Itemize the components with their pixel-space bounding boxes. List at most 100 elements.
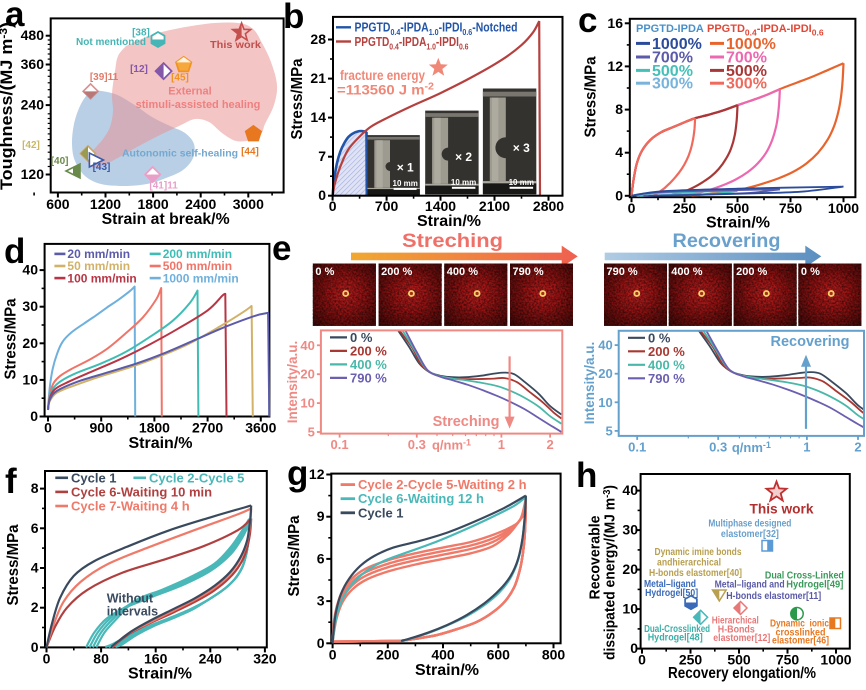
svg-text:400 %: 400 % [671, 266, 702, 278]
svg-text:× 3: × 3 [513, 141, 530, 155]
svg-text:20: 20 [598, 366, 612, 381]
svg-text:PPGTD0.4-IPDA-IPDI0.6: PPGTD0.4-IPDA-IPDI0.6 [707, 23, 824, 38]
svg-text:0.3: 0.3 [408, 437, 426, 452]
svg-text:200 %: 200 % [350, 343, 387, 358]
svg-text:20: 20 [622, 561, 638, 577]
svg-text:2700: 2700 [192, 420, 223, 436]
svg-text:Cycle 1: Cycle 1 [358, 505, 404, 520]
svg-text:3: 3 [317, 593, 325, 609]
svg-text:Metal–ligand: Metal–ligand [644, 579, 696, 590]
svg-text:400 %: 400 % [648, 357, 685, 372]
svg-text:0.1: 0.1 [628, 439, 646, 454]
svg-text:0.3: 0.3 [709, 439, 727, 454]
svg-text:16: 16 [607, 15, 623, 31]
svg-text:790 %: 790 % [648, 371, 685, 386]
svg-text:40: 40 [22, 262, 38, 278]
svg-text:600: 600 [46, 196, 70, 212]
svg-text:200 %: 200 % [648, 344, 685, 359]
svg-text:[41]11: [41]11 [149, 181, 178, 192]
svg-text:21: 21 [310, 70, 326, 86]
svg-text:0: 0 [44, 420, 52, 436]
svg-text:Dual-Crosslinked: Dual-Crosslinked [644, 624, 710, 635]
svg-text:0: 0 [43, 651, 51, 667]
svg-text:1000%: 1000% [652, 36, 702, 53]
svg-text:Strain/%: Strain/% [415, 662, 479, 679]
svg-text:10: 10 [598, 395, 612, 410]
svg-text:Autonomic self-healing: Autonomic self-healing [122, 148, 238, 160]
svg-text:Streching: Streching [433, 414, 500, 430]
svg-text:1200: 1200 [90, 196, 121, 212]
svg-text:10: 10 [22, 371, 38, 387]
svg-text:10 mm: 10 mm [451, 178, 476, 187]
svg-text:Strain at break/%: Strain at break/% [102, 211, 230, 228]
svg-text:750: 750 [776, 652, 800, 668]
svg-text:1400: 1400 [425, 198, 456, 214]
svg-text:Toughness/(MJ m-3): Toughness/(MJ m-3) [0, 22, 16, 190]
svg-text:Recovering: Recovering [673, 231, 781, 252]
svg-text:20: 20 [22, 335, 38, 351]
svg-text:300%: 300% [652, 76, 693, 93]
svg-text:andhierarchical: andhierarchical [657, 558, 721, 569]
svg-text:160: 160 [144, 651, 168, 667]
svg-text:Hydrogel[49]: Hydrogel[49] [786, 580, 843, 591]
svg-text:7: 7 [318, 148, 326, 164]
svg-text:[38]: [38] [132, 28, 150, 39]
svg-text:10 mm: 10 mm [393, 179, 418, 188]
svg-text:dissipated energy/(MJ m-3): dissipated energy/(MJ m-3) [602, 485, 619, 660]
svg-text:Stress/MPa: Stress/MPa [289, 58, 306, 139]
svg-text:360: 360 [21, 56, 45, 72]
svg-text:700%: 700% [726, 50, 767, 67]
svg-text:2100: 2100 [479, 198, 510, 214]
svg-text:0 %: 0 % [315, 266, 334, 278]
svg-text:Hierarchical: Hierarchical [712, 616, 759, 627]
svg-text:240: 240 [21, 97, 45, 113]
svg-text:500: 500 [727, 652, 751, 668]
svg-text:Cycle 7-Waiting 4 h: Cycle 7-Waiting 4 h [71, 499, 190, 514]
svg-text:200 %: 200 % [736, 266, 767, 278]
svg-text:Dynamic ionic: Dynamic ionic [770, 619, 829, 630]
svg-text:0: 0 [329, 647, 337, 663]
svg-text:Dynamic imine bonds: Dynamic imine bonds [655, 547, 742, 558]
svg-text:1000%: 1000% [726, 36, 776, 53]
svg-text:Hydrogel[48]: Hydrogel[48] [648, 633, 703, 644]
svg-text:1000: 1000 [820, 652, 851, 668]
svg-text:200: 200 [376, 647, 400, 663]
svg-text:This work: This work [210, 39, 261, 51]
svg-text:30: 30 [622, 522, 638, 538]
svg-text:H-bonds elastomer[40]: H-bonds elastomer[40] [649, 568, 742, 579]
svg-text:5: 5 [308, 425, 315, 440]
svg-text:12: 12 [309, 466, 325, 482]
svg-text:g: g [287, 454, 308, 493]
svg-text:500%: 500% [652, 63, 693, 80]
svg-text:20 mm/min: 20 mm/min [67, 247, 130, 261]
svg-text:0: 0 [30, 408, 38, 424]
svg-text:Strain/%: Strain/% [417, 213, 481, 230]
svg-text:250: 250 [673, 200, 697, 216]
svg-text:Hydrogel[50]: Hydrogel[50] [645, 588, 698, 599]
svg-text:Stress/MPa: Stress/MPa [583, 56, 600, 137]
svg-text:200 mm/min: 200 mm/min [163, 247, 232, 261]
svg-text:0: 0 [329, 198, 337, 214]
svg-text:0: 0 [31, 639, 39, 655]
svg-text:Cycle 6-Waiting 10 min: Cycle 6-Waiting 10 min [71, 484, 212, 499]
svg-text:× 1: × 1 [397, 160, 414, 174]
svg-text:700%: 700% [652, 50, 693, 67]
svg-text:12: 12 [607, 58, 623, 74]
svg-text:Cycle 6-Waiting 12 h: Cycle 6-Waiting 12 h [358, 491, 484, 506]
svg-text:200 %: 200 % [381, 266, 412, 278]
svg-text:4: 4 [615, 144, 623, 160]
svg-text:Metal–ligand and: Metal–ligand and [715, 580, 785, 591]
svg-text:intervals: intervals [107, 605, 158, 619]
svg-text:790 %: 790 % [607, 266, 638, 278]
svg-text:Recovery elongation/%: Recovery elongation/% [668, 665, 816, 682]
svg-text:elastomer[32]: elastomer[32] [721, 529, 779, 540]
svg-text:20: 20 [300, 367, 314, 382]
svg-text:0 %: 0 % [648, 330, 671, 345]
svg-text:elastomer[12]: elastomer[12] [713, 633, 770, 644]
svg-text:This work: This work [750, 501, 814, 517]
svg-text:H-Bonds: H-Bonds [718, 625, 755, 636]
svg-text:2: 2 [546, 437, 553, 452]
svg-text:Stress/MPa: Stress/MPa [5, 524, 22, 605]
svg-text:30: 30 [22, 298, 38, 314]
svg-text:Stress/MPa: Stress/MPa [286, 515, 303, 596]
